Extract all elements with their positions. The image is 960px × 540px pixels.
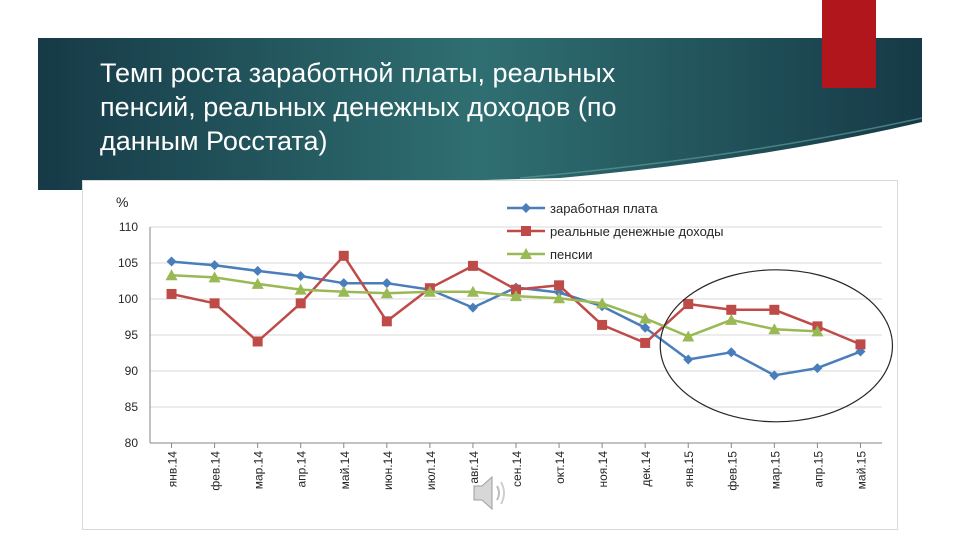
data-point — [252, 265, 263, 276]
data-point — [683, 354, 694, 365]
data-point — [381, 316, 392, 327]
data-point — [511, 284, 521, 295]
x-tick-label: ноя.14 — [596, 451, 610, 488]
data-point — [521, 226, 531, 236]
data-point — [510, 290, 522, 302]
data-point — [596, 297, 609, 309]
data-point — [166, 288, 177, 299]
data-point — [811, 325, 824, 337]
accent-tab — [822, 0, 876, 88]
title-banner — [38, 38, 923, 190]
data-point — [553, 292, 566, 304]
x-tick-label: дек.14 — [639, 451, 653, 487]
chart-frame — [82, 180, 898, 530]
legend-item: пенсии — [507, 247, 592, 262]
data-point — [295, 270, 306, 281]
y-tick-label: 80 — [125, 436, 139, 450]
x-tick-label: мар.14 — [252, 451, 266, 490]
data-point — [768, 323, 781, 335]
data-point — [683, 299, 694, 310]
slide-title-line: данным Росстата) — [100, 126, 328, 156]
legend-item: реальные денежные доходы — [507, 224, 723, 239]
data-point — [769, 304, 780, 315]
data-point — [597, 319, 608, 330]
x-tick-label: янв.15 — [682, 451, 696, 488]
x-tick-label: фев.15 — [725, 451, 739, 491]
x-tick-label: янв.14 — [166, 451, 180, 488]
y-tick-label: 90 — [125, 364, 139, 378]
line-chart: 80 85 90 95 100 105 110% янв.14 фев.14 мар.14 апр.… — [116, 194, 894, 491]
axes: 80 85 90 95 100 105 110% янв.14 фев.14 мар.14 апр.… — [116, 194, 882, 491]
x-tick-label: май.14 — [338, 451, 352, 490]
slide-title-line: пенсий, реальных денежных доходов (по — [100, 92, 617, 122]
legend-label: пенсии — [550, 247, 592, 262]
series-triangle — [165, 269, 824, 342]
x-tick-label: авг.14 — [467, 451, 481, 484]
legend-label: заработная плата — [550, 201, 658, 216]
slide-title-line: Темп роста заработной платы, реальных — [100, 58, 616, 88]
series-group — [165, 250, 866, 381]
y-tick-label: 85 — [125, 400, 139, 414]
data-point — [294, 283, 307, 295]
data-point — [251, 277, 264, 289]
y-tick-label: 105 — [118, 256, 138, 270]
data-point — [295, 298, 306, 309]
x-tick-label: июн.14 — [381, 451, 395, 490]
data-point — [812, 363, 823, 374]
data-point — [252, 336, 263, 347]
series-diamond — [166, 256, 866, 381]
x-tick-label: апр.15 — [811, 451, 825, 488]
speaker-icon[interactable] — [468, 470, 512, 516]
annotation-ellipse — [659, 269, 894, 423]
data-point — [639, 312, 652, 324]
data-point — [423, 285, 436, 297]
data-point — [769, 370, 780, 381]
x-tick-label: апр.14 — [295, 451, 309, 488]
x-tick-label: июл.14 — [424, 451, 438, 490]
legend: заработная плата реальные денежные доходы… — [507, 201, 723, 262]
data-point — [338, 278, 349, 289]
data-point — [682, 330, 695, 342]
data-point — [726, 304, 737, 315]
data-point — [209, 298, 220, 309]
annotations — [659, 269, 894, 423]
data-point — [640, 322, 651, 333]
x-tick-label: окт.14 — [553, 451, 567, 484]
y-tick-label: 100 — [118, 292, 138, 306]
y-axis-label: % — [116, 194, 128, 210]
data-point — [520, 248, 532, 259]
data-point — [337, 285, 350, 297]
data-point — [640, 337, 651, 348]
slide-title: Темп роста заработной платы, реальных пе… — [100, 56, 740, 158]
x-tick-label: сен.14 — [510, 451, 524, 487]
x-tick-label: мар.15 — [768, 451, 782, 490]
data-point — [380, 287, 393, 299]
x-tick-label: фев.14 — [209, 451, 223, 491]
data-point — [466, 285, 479, 297]
data-point — [726, 347, 737, 358]
data-point — [467, 302, 478, 313]
data-point — [855, 339, 866, 350]
gridlines — [150, 226, 882, 444]
series-line — [171, 273, 818, 338]
data-point — [165, 269, 178, 281]
y-tick-label: 110 — [119, 220, 138, 234]
y-tick-label: 95 — [125, 328, 139, 342]
series-line — [171, 260, 861, 377]
x-tick-label: май.15 — [854, 451, 868, 490]
data-point — [554, 280, 565, 291]
data-point — [209, 260, 220, 271]
legend-item: заработная плата — [507, 201, 658, 216]
legend-label: реальные денежные доходы — [550, 224, 723, 239]
data-point — [208, 271, 221, 283]
data-point — [338, 250, 349, 261]
data-point — [467, 260, 478, 271]
data-point — [166, 256, 177, 267]
data-point — [725, 313, 738, 325]
data-point — [381, 278, 392, 289]
data-point — [521, 203, 531, 213]
